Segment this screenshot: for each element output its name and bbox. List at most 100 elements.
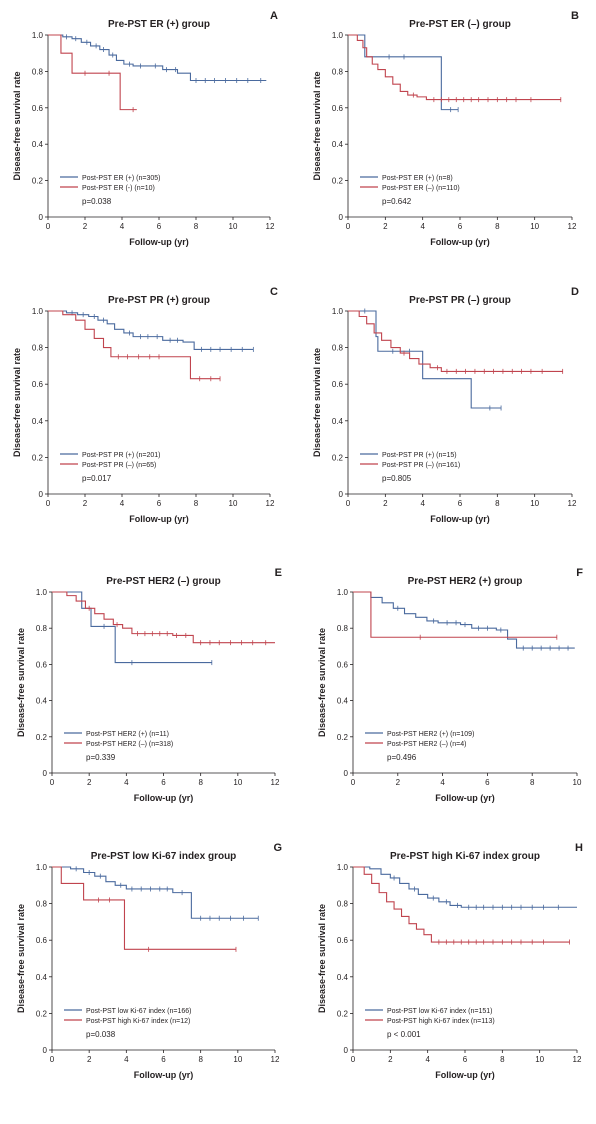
km-panel-g: Pre-PST low Ki-67 index group G 0 0.2 0.4 0.6… (16, 842, 282, 1080)
p-value-label: p=0.642 (382, 197, 412, 206)
x-tick-label: 8 (194, 222, 199, 231)
x-tick-label: 4 (440, 778, 445, 787)
legend-label: Post-PST ER (-) (n=10) (82, 185, 155, 192)
y-tick-label: 0 (39, 490, 44, 499)
y-tick-label: 0.4 (337, 697, 349, 706)
y-tick-label: 0.4 (36, 973, 48, 982)
x-tick-label: 12 (266, 499, 275, 508)
x-tick-label: 8 (530, 778, 535, 787)
y-tick-label: 0 (43, 1046, 48, 1055)
legend-label: Post-PST low Ki-67 index (n=151) (387, 1008, 493, 1015)
x-tick-label: 0 (50, 1055, 55, 1064)
km-panel-b: Pre-PST ER (–) group B 0 0.2 0.4 0.6 0.8 1.0 0 2 4… (312, 10, 579, 247)
y-axis-label: Disease-free survival rate (312, 348, 322, 457)
survival-curve-blue (353, 591, 575, 649)
y-axis-label: Disease-free survival rate (312, 71, 322, 180)
y-axis-label: Disease-free survival rate (16, 904, 26, 1013)
x-tick-label: 12 (568, 222, 577, 231)
x-tick-label: 6 (485, 778, 490, 787)
panel-title: Pre-PST ER (–) group (409, 19, 511, 30)
survival-curve-red (52, 591, 275, 644)
x-axis-label: Follow-up (yr) (129, 237, 189, 247)
x-axis-label: Follow-up (yr) (134, 1070, 194, 1080)
x-tick-label: 12 (573, 1055, 582, 1064)
x-tick-label: 4 (120, 499, 125, 508)
x-tick-label: 2 (383, 499, 388, 508)
panel-title: Pre-PST HER2 (–) group (106, 576, 220, 587)
x-tick-label: 0 (50, 778, 55, 787)
y-tick-label: 0 (339, 490, 344, 499)
y-tick-label: 0.4 (332, 140, 344, 149)
x-tick-label: 4 (124, 1055, 129, 1064)
survival-curve-blue (348, 310, 502, 409)
y-tick-label: 1.0 (36, 588, 48, 597)
y-tick-label: 0.2 (332, 177, 344, 186)
survival-curve-blue (52, 591, 212, 664)
y-tick-label: 1.0 (32, 31, 44, 40)
panel-letter: E (275, 567, 282, 579)
y-tick-label: 0.6 (32, 380, 44, 389)
survival-curve-red (353, 591, 557, 638)
x-tick-label: 6 (458, 222, 463, 231)
x-tick-label: 10 (530, 499, 539, 508)
x-tick-label: 8 (198, 1055, 203, 1064)
x-tick-label: 12 (271, 778, 280, 787)
x-tick-label: 6 (157, 222, 162, 231)
y-tick-label: 0.2 (36, 1009, 48, 1018)
legend-label: Post-PST PR (–) (n=65) (82, 462, 156, 469)
y-tick-label: 0.6 (332, 380, 344, 389)
x-tick-label: 0 (351, 778, 356, 787)
x-tick-label: 2 (83, 222, 88, 231)
panel-letter: G (273, 842, 282, 854)
x-tick-label: 10 (573, 778, 582, 787)
survival-curve-blue (48, 310, 254, 350)
x-tick-label: 8 (194, 499, 199, 508)
legend-label: Post-PST PR (+) (n=201) (82, 452, 160, 459)
survival-curve-red (353, 866, 570, 943)
panel-title: Pre-PST ER (+) group (108, 19, 210, 30)
p-value-label: p < 0.001 (387, 1030, 421, 1039)
y-tick-label: 0.6 (36, 660, 48, 669)
panel-letter: H (575, 842, 583, 854)
x-tick-label: 8 (495, 499, 500, 508)
y-tick-label: 0.8 (337, 900, 349, 909)
y-tick-label: 0.8 (337, 624, 349, 633)
km-panel-c: Pre-PST PR (+) group C 0 0.2 0.4 0.6 0.8 1.0 0 2 4… (12, 286, 278, 524)
y-tick-label: 0 (344, 769, 349, 778)
legend-label: Post-PST low Ki-67 index (n=166) (86, 1008, 192, 1015)
panel-letter: C (270, 286, 278, 298)
x-tick-label: 10 (229, 499, 238, 508)
y-tick-label: 0.4 (332, 417, 344, 426)
y-axis-label: Disease-free survival rate (12, 71, 22, 180)
y-tick-label: 0.4 (36, 697, 48, 706)
survival-curve-blue (348, 34, 459, 111)
y-tick-label: 0.6 (337, 660, 349, 669)
x-tick-label: 4 (124, 778, 129, 787)
legend-label: Post-PST PR (–) (n=161) (382, 462, 460, 469)
y-tick-label: 1.0 (337, 863, 349, 872)
y-tick-label: 0.2 (36, 733, 48, 742)
y-tick-label: 0.2 (337, 733, 349, 742)
y-tick-label: 0.4 (337, 973, 349, 982)
x-tick-label: 8 (495, 222, 500, 231)
x-tick-label: 8 (198, 778, 203, 787)
y-tick-label: 0.6 (337, 936, 349, 945)
y-tick-label: 0.8 (32, 67, 44, 76)
y-axis-label: Disease-free survival rate (12, 348, 22, 457)
x-tick-label: 2 (83, 499, 88, 508)
km-panel-d: Pre-PST PR (–) group D 0 0.2 0.4 0.6 0.8 1.0 0 2 4… (312, 286, 579, 524)
panel-title: Pre-PST PR (–) group (409, 295, 511, 306)
y-tick-label: 1.0 (36, 863, 48, 872)
y-tick-label: 0 (339, 213, 344, 222)
y-tick-label: 1.0 (337, 588, 349, 597)
legend-label: Post-PST PR (+) (n=15) (382, 452, 457, 459)
panel-title: Pre-PST PR (+) group (108, 295, 210, 306)
survival-curve-blue (48, 34, 267, 82)
legend-label: Post-PST ER (+) (n=305) (82, 175, 160, 182)
km-panel-h: Pre-PST high Ki-67 index group H 0 0.2 0.4 0.… (317, 842, 583, 1080)
panel-title: Pre-PST HER2 (+) group (408, 576, 523, 587)
panel-title: Pre-PST high Ki-67 index group (390, 851, 540, 862)
p-value-label: p=0.496 (387, 753, 417, 762)
survival-curve-red (348, 310, 563, 372)
